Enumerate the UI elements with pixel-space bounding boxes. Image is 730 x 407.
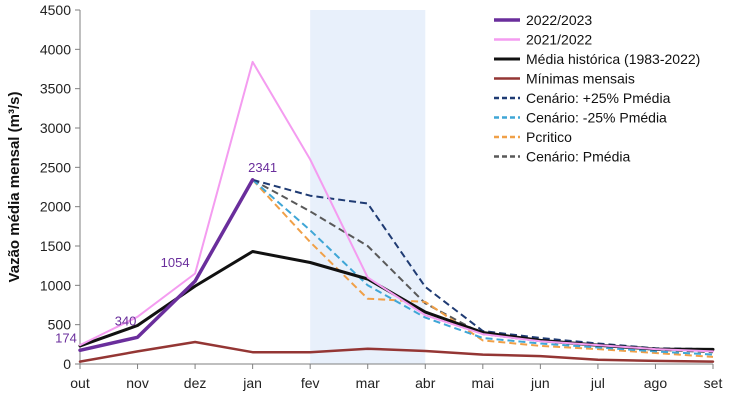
x-tick-label-mai: mai: [472, 375, 495, 391]
data-label-out: 174: [55, 330, 77, 345]
series-line-pcritico: [251, 179, 714, 358]
y-tick-label: 500: [48, 317, 72, 333]
y-tick-label: 0: [63, 356, 71, 372]
y-tick-label: 2500: [40, 159, 71, 175]
shaded-period-layer: [310, 10, 426, 364]
x-tick-label-jul: jul: [590, 375, 605, 391]
y-tick-label: 4500: [40, 2, 71, 18]
series-line-cenario-25-pmedia: [251, 179, 714, 356]
legend-label-minimas-mensais: Mínimas mensais: [526, 71, 635, 87]
annotation-layer: 174 340 1054 2341: [55, 160, 277, 345]
y-tick-label: 3500: [40, 81, 71, 97]
x-tick-label-nov: nov: [126, 375, 149, 391]
x-tick-label-dez: dez: [184, 375, 207, 391]
legend-label-2021-2022: 2021/2022: [526, 32, 592, 48]
shaded-period: [310, 10, 426, 364]
y-tick-label: 1500: [40, 238, 71, 254]
legend-label-cenario-25-pmedia: Cenário: +25% Pmédia: [526, 90, 671, 106]
y-axis-title: Vazão média mensal (m³/s): [6, 92, 23, 283]
axes-layer: 0 500 1000 1500 2000 2500 3000 3500 4000 4500 out n…: [6, 2, 722, 391]
series-line-2021-2022: [79, 60, 714, 353]
data-label-nov: 340: [115, 313, 137, 328]
series-line-2022-2023: [78, 178, 255, 353]
x-tick-label-abr: abr: [415, 375, 436, 391]
x-tick-label-set: set: [704, 375, 723, 391]
y-tick-label: 1000: [40, 277, 71, 293]
x-tick-label-jan: jan: [242, 375, 262, 391]
x-tick-label-ago: ago: [644, 375, 668, 391]
legend-label-cenario-25-pmedia: Cenário: -25% Pmédia: [526, 110, 667, 126]
y-tick-label: 3000: [40, 120, 71, 136]
legend-label-media-historica-1983-2022: Média histórica (1983-2022): [526, 51, 700, 67]
x-tick-label-jun: jun: [530, 375, 550, 391]
y-tick-label: 2000: [40, 199, 71, 215]
x-tick-label-mar: mar: [356, 375, 380, 391]
legend: 2022/2023 2021/2022 Média histórica (1983-…: [494, 12, 700, 165]
legend-label-pcritico: Pcritico: [526, 129, 572, 145]
legend-label-cenario-pmedia: Cenário: Pmédia: [526, 149, 630, 165]
series-line-minimas-mensais: [78, 340, 715, 363]
x-tick-label-out: out: [70, 375, 90, 391]
y-tick-label: 4000: [40, 41, 71, 57]
x-tick-label-fev: fev: [301, 375, 320, 391]
legend-label-2022-2023: 2022/2023: [526, 12, 592, 28]
data-label-dez: 1054: [161, 255, 190, 270]
series-layer: [78, 60, 715, 363]
data-label-jan: 2341: [248, 160, 277, 175]
